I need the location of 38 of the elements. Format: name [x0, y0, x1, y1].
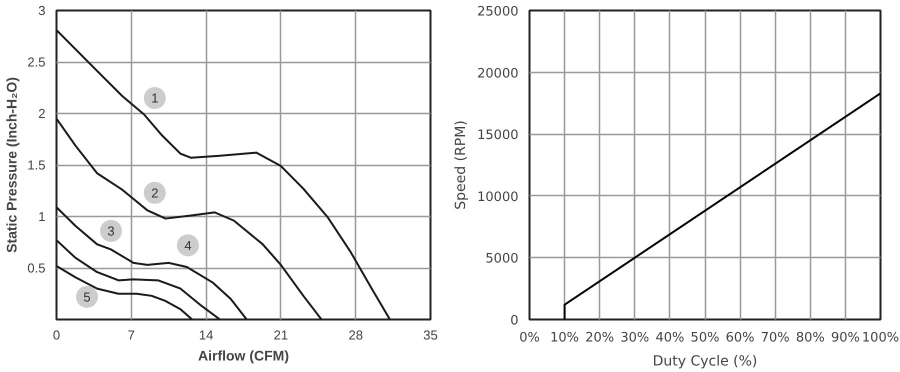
- y-tick-label: 2.5: [27, 54, 46, 70]
- y-axis-title: Speed (RPM): [453, 120, 470, 210]
- x-tick-label: 50%: [690, 330, 720, 346]
- x-tick-label: 60%: [726, 330, 755, 346]
- x-axis-title: Duty Cycle (%): [652, 354, 758, 370]
- annotation: 2: [151, 185, 158, 200]
- x-tick-label: 14: [198, 328, 214, 342]
- y-tick-label: 1.5: [27, 158, 46, 172]
- x-tick-label: 70%: [760, 330, 790, 346]
- y-tick-label: 20000: [477, 66, 519, 82]
- x-tick-label: 40%: [655, 330, 684, 346]
- y-tick-label: 0: [510, 314, 519, 328]
- annotation: 5: [83, 289, 91, 304]
- x-tick-label: 35: [423, 328, 438, 342]
- y-tick-label: 1: [38, 209, 46, 224]
- annotation: 3: [107, 223, 115, 238]
- y-tick-label: 5000: [485, 252, 519, 267]
- annotation: 1: [151, 90, 158, 106]
- x-axis-title: Airflow (CFM): [198, 348, 289, 364]
- x-tick-label: 30%: [620, 330, 650, 346]
- y-tick-label: 2: [38, 106, 46, 121]
- x-tick-label: 90%: [830, 330, 860, 346]
- y-tick-label: 10000: [477, 190, 519, 205]
- x-tick-label: 100%: [862, 330, 900, 346]
- y-tick-label: 25000: [477, 4, 519, 20]
- y-axis-title: Static Pressure (Inch-H₂O): [3, 77, 20, 253]
- x-tick-label: 20%: [585, 330, 614, 346]
- x-tick-label: 80%: [796, 330, 825, 346]
- x-tick-label: 7: [128, 328, 135, 342]
- x-tick-label: 0%: [519, 330, 540, 346]
- annotation: 4: [184, 238, 192, 253]
- x-tick-label: 0: [52, 328, 60, 342]
- x-tick-label: 21: [274, 328, 288, 342]
- x-tick-label: 10%: [550, 330, 580, 346]
- x-tick-label: 28: [348, 328, 363, 342]
- y-tick-label: 15000: [477, 128, 519, 144]
- y-tick-label: 0.5: [27, 260, 46, 276]
- y-tick-label: 3: [38, 3, 46, 18]
